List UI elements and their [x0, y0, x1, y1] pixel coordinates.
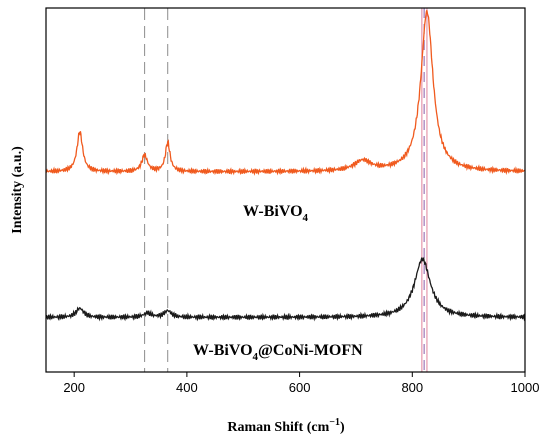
series-line-w-bivo4-coni-mofn — [45, 257, 526, 322]
x-tick-label: 200 — [63, 380, 85, 395]
x-tick-label: 1000 — [511, 380, 540, 395]
x-tick-label: 600 — [289, 380, 311, 395]
series-line-w-bivo4 — [45, 9, 526, 176]
series-label-w-bivo4-coni-mofn: W-BiVO4@CoNi-MOFN — [193, 342, 363, 363]
x-tick-label: 800 — [401, 380, 423, 395]
x-ticks: 200 400 600 800 1000 — [63, 372, 539, 395]
reference-lines — [144, 8, 428, 372]
y-axis-title: Intensity (a.u.) — [10, 146, 25, 234]
x-tick-label: 400 — [176, 380, 198, 395]
plot-frame — [45, 7, 526, 373]
series-layer — [45, 9, 526, 322]
series-label-w-bivo4: W-BiVO4 — [243, 203, 309, 224]
x-axis-title: Raman Shift (cm−1) — [227, 417, 345, 435]
